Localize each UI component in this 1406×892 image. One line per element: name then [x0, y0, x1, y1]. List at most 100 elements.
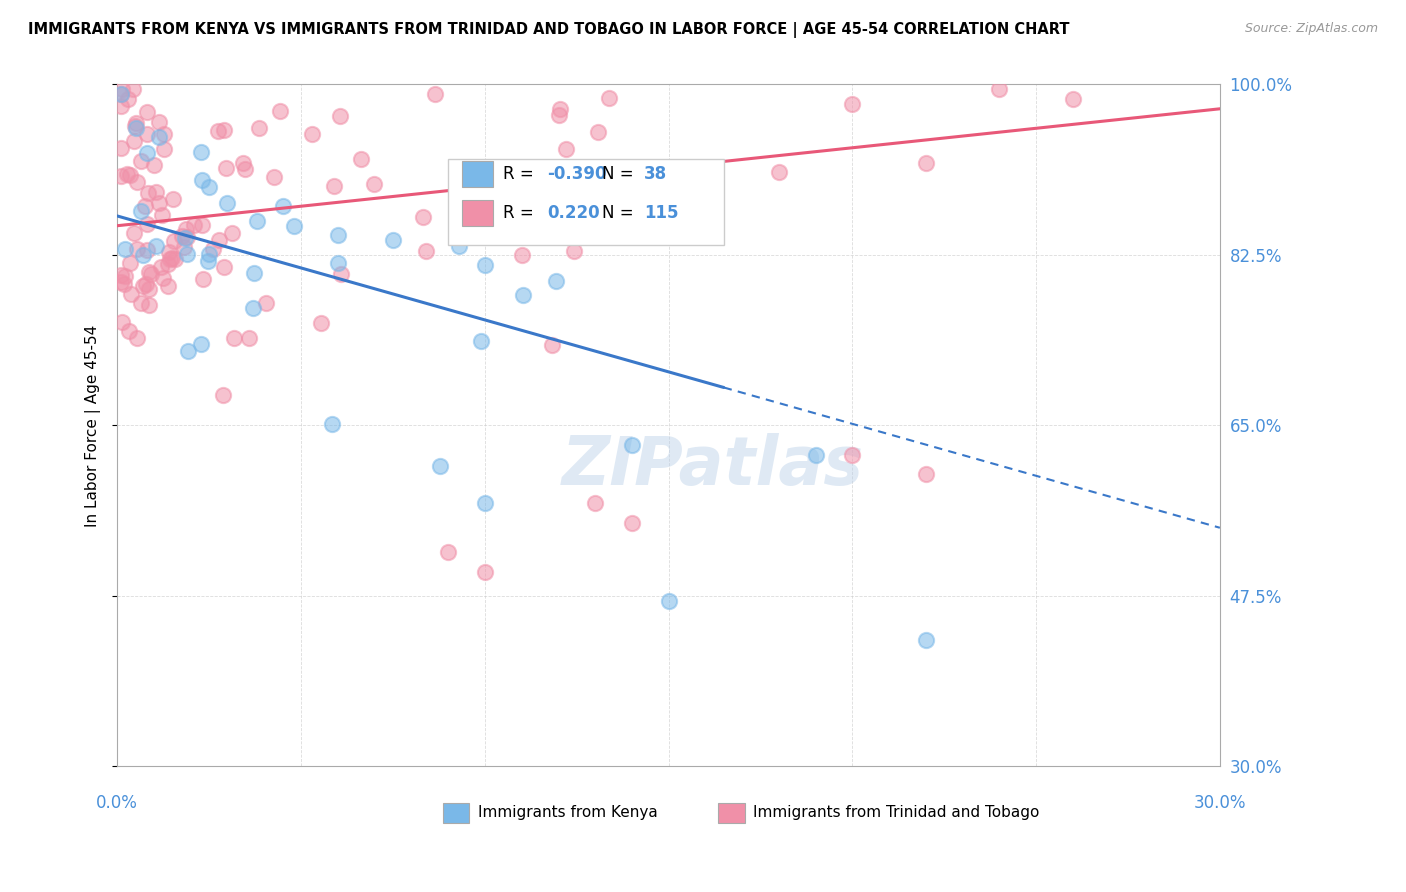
Point	[124, 116, 146, 130]
Point	[122, 226, 145, 240]
Point	[127, 175, 149, 189]
Point	[120, 169, 142, 183]
Point	[145, 185, 167, 199]
Point	[468, 211, 491, 225]
Point	[110, 87, 132, 102]
Text: 38: 38	[644, 166, 668, 184]
Point	[208, 233, 231, 247]
Point	[474, 565, 496, 579]
Point	[174, 222, 197, 236]
Text: R =: R =	[503, 166, 538, 184]
Point	[110, 98, 132, 112]
Point	[120, 256, 142, 270]
Text: 0.220: 0.220	[547, 203, 600, 222]
FancyBboxPatch shape	[449, 160, 724, 244]
Point	[215, 161, 238, 175]
Point	[212, 260, 235, 275]
FancyBboxPatch shape	[463, 200, 494, 226]
Point	[804, 448, 827, 462]
Point	[138, 265, 160, 279]
Point	[129, 204, 152, 219]
Point	[914, 632, 936, 647]
Point	[114, 269, 136, 284]
Point	[149, 260, 172, 275]
Point	[197, 247, 219, 261]
Point	[163, 252, 186, 266]
Point	[156, 257, 179, 271]
Point	[121, 82, 143, 96]
Point	[330, 267, 353, 281]
Point	[162, 192, 184, 206]
Point	[841, 448, 863, 462]
Point	[247, 121, 270, 136]
Point	[283, 219, 305, 233]
Point	[153, 127, 176, 141]
Point	[127, 331, 149, 345]
Text: R =: R =	[503, 203, 538, 222]
Point	[412, 210, 434, 224]
Point	[329, 109, 352, 123]
Point	[129, 154, 152, 169]
Point	[145, 238, 167, 252]
Point	[173, 240, 195, 254]
Point	[125, 242, 148, 256]
Point	[138, 298, 160, 312]
Point	[136, 186, 159, 201]
Point	[555, 142, 578, 156]
Point	[150, 208, 173, 222]
Point	[207, 124, 229, 138]
Point	[114, 242, 136, 256]
Point	[183, 218, 205, 232]
Point	[190, 218, 212, 232]
Point	[148, 196, 170, 211]
Point	[583, 496, 606, 510]
Point	[246, 214, 269, 228]
Y-axis label: In Labor Force | Age 45-54: In Labor Force | Age 45-54	[86, 325, 101, 526]
Point	[254, 296, 277, 310]
FancyBboxPatch shape	[443, 803, 470, 823]
Point	[548, 102, 571, 116]
Point	[152, 143, 174, 157]
Point	[437, 545, 460, 559]
Point	[132, 248, 155, 262]
Point	[156, 279, 179, 293]
Point	[177, 344, 200, 359]
Text: ZIPatlas: ZIPatlas	[561, 434, 863, 500]
Point	[221, 226, 243, 240]
Point	[914, 155, 936, 169]
Point	[519, 175, 541, 189]
Point	[110, 141, 132, 155]
Point	[620, 516, 643, 530]
Point	[429, 458, 451, 473]
Point	[562, 187, 585, 202]
Point	[176, 247, 198, 261]
Point	[198, 179, 221, 194]
Point	[470, 334, 492, 348]
Point	[217, 196, 239, 211]
Point	[586, 125, 609, 139]
Point	[562, 244, 585, 259]
Point	[111, 82, 134, 96]
Point	[110, 169, 132, 183]
Point	[135, 127, 157, 141]
Point	[271, 199, 294, 213]
Text: Source: ZipAtlas.com: Source: ZipAtlas.com	[1244, 22, 1378, 36]
Point	[381, 233, 404, 247]
Point	[474, 496, 496, 510]
Point	[160, 251, 183, 265]
Point	[135, 145, 157, 160]
Text: N =: N =	[602, 166, 640, 184]
Point	[190, 145, 212, 159]
Point	[301, 127, 323, 141]
Point	[658, 594, 681, 608]
Point	[415, 244, 437, 258]
Point	[197, 254, 219, 268]
Point	[474, 258, 496, 272]
Point	[190, 337, 212, 351]
Point	[191, 173, 214, 187]
Point	[110, 268, 132, 282]
Point	[134, 198, 156, 212]
Point	[231, 156, 253, 170]
Text: Immigrants from Trinidad and Tobago: Immigrants from Trinidad and Tobago	[754, 805, 1040, 821]
Text: -0.390: -0.390	[547, 166, 607, 184]
